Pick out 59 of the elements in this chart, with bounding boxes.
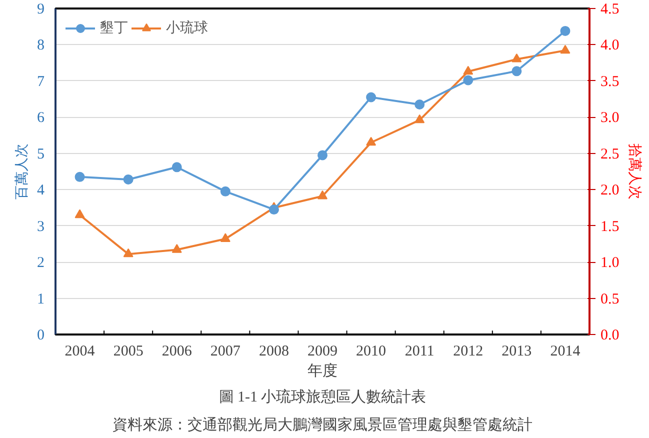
x-tick-label: 2011 [404,344,434,360]
point [74,209,85,218]
y2-tick-label: 0.0 [600,328,620,344]
y-tick-label: 9 [37,2,44,18]
y2-tick-label: 3.5 [600,74,620,90]
point [220,233,230,242]
point [512,66,522,76]
y2-axis-title: 拾萬人次 [627,144,644,200]
x-tick-label: 2010 [356,344,386,360]
y2-tick-label: 4.5 [600,2,620,18]
y2-tick-label: 2.0 [600,182,620,199]
x-tick-label: 2004 [64,344,96,360]
y-tick-label: 0 [37,328,44,344]
point [318,190,328,200]
y2-tick-label: 1.5 [600,218,620,235]
point [463,66,474,75]
x-tick-label: 2008 [258,344,289,360]
x-tick-label: 2012 [453,344,484,360]
point [366,136,376,146]
y2-tick-label: 4.0 [600,38,620,54]
text: 圖 1-1 小琉球旅憩區人數統計表 [218,388,426,406]
point [414,114,425,124]
x-tick-label: 2007 [210,344,241,360]
y-tick-label: 8 [37,38,44,54]
x-tick-label: 2014 [550,344,581,360]
x-axis-title: 年度 [308,362,338,380]
y2-tick-label: 3.0 [600,110,620,126]
point [560,26,570,36]
x-tick-label: 2013 [502,344,532,360]
y-axis-title: 百萬人次 [13,144,29,200]
point [74,172,85,182]
y-tick-label: 1 [37,291,44,308]
point [463,75,474,86]
x-tick-label: 2006 [162,344,192,360]
x-tick-label: 2009 [308,344,338,360]
y-tick-label: 2 [37,255,44,272]
y-tick-label: 3 [37,218,44,235]
point [318,150,328,160]
y-tick-label: 7 [37,74,45,90]
x-tick-label: 2005 [113,344,144,360]
legend-label: 小琉球 [166,19,208,37]
point [512,54,522,62]
y-tick-label: 5 [37,146,44,162]
legend-label: 墾丁 [100,19,128,37]
point [560,44,570,54]
point [123,174,134,184]
y2-tick-label: 1.0 [600,255,620,272]
point [172,244,182,253]
y2-tick-label: 0.5 [600,291,620,308]
y2-tick-label: 2.5 [600,146,620,162]
point [414,100,425,110]
y-tick-label: 4 [37,182,45,199]
point [123,248,134,258]
point [268,204,279,215]
source-note: 資料來源：交通部觀光局大鵬灣國家風景區管理處與墾管處統計 [112,416,532,434]
point [366,92,376,102]
y-tick-label: 6 [37,110,45,126]
point [172,162,182,172]
point [220,186,230,196]
